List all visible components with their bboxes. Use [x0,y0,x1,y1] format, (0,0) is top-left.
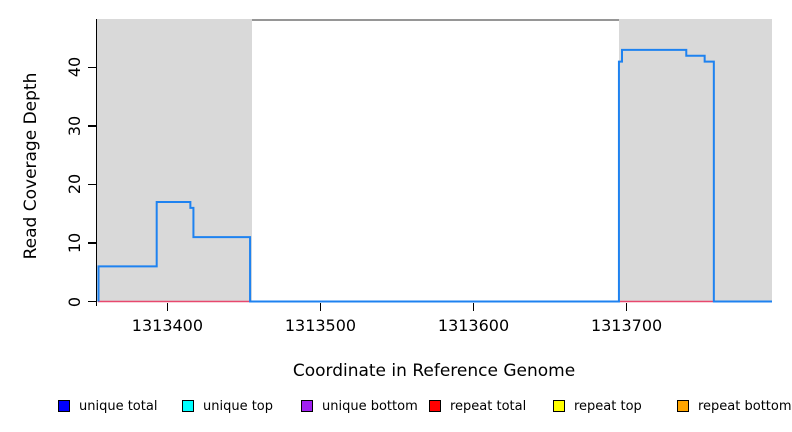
x-tick-label: 1313700 [590,316,663,335]
legend-swatch-icon [301,400,313,412]
x-tick-mark [319,302,322,311]
y-tick-label: 20 [65,174,84,195]
y-axis-line [95,19,97,306]
unique-total-coverage-line [97,48,772,303]
legend-swatch-icon [553,400,565,412]
x-tick-mark [473,302,475,311]
y-tick-mark [88,66,96,69]
y-tick-mark [88,301,96,303]
legend-label: unique bottom [322,398,418,414]
legend-item-unique-top: unique top [182,396,273,416]
y-tick-mark [88,242,96,244]
legend-label: unique total [79,398,158,414]
x-tick-mark [166,302,169,311]
x-tick-label: 1313600 [437,316,510,335]
x-tick-label: 1313400 [131,316,204,335]
y-axis-title: Read Coverage Depth [21,72,41,260]
y-tick-label: 30 [65,115,84,137]
repeat-region-1 [97,19,252,302]
x-tick-label: 1313500 [284,316,357,335]
legend-label: repeat bottom [698,398,792,414]
legend-label: repeat top [574,398,642,414]
legend-item-repeat-total: repeat total [429,396,526,416]
legend-item-repeat-top: repeat top [553,396,642,416]
legend-swatch-icon [58,400,70,412]
plot-top-border [97,19,772,21]
repeat-region-2 [618,19,772,302]
y-tick-mark [88,125,96,127]
y-tick-mark [88,183,96,186]
legend-item-unique-total: unique total [58,396,157,416]
y-tick-label: 10 [65,232,84,254]
legend: unique total unique top unique bottom repea… [0,396,792,416]
legend-swatch-icon [677,400,689,412]
x-tick-mark [626,302,628,311]
legend-swatch-icon [429,400,441,412]
legend-item-repeat-bottom: repeat bottom [677,396,792,416]
y-tick-label: 0 [65,296,84,307]
legend-label: unique top [203,398,274,414]
legend-label: repeat total [450,398,527,414]
legend-item-unique-bottom: unique bottom [301,396,418,416]
y-tick-label: 40 [65,57,84,78]
legend-swatch-icon [182,400,194,412]
x-axis-title: Coordinate in Reference Genome [292,361,576,381]
